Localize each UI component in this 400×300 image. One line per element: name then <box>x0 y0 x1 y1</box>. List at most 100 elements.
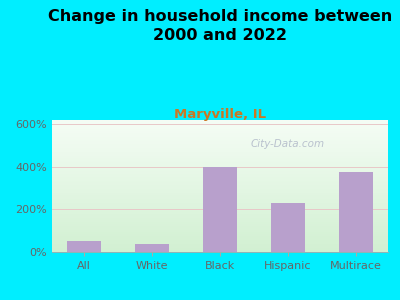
Bar <box>52 181 388 182</box>
Bar <box>52 190 388 191</box>
Bar <box>52 169 388 170</box>
Bar <box>52 249 388 251</box>
Bar <box>52 191 388 193</box>
Bar <box>52 231 388 232</box>
Bar <box>52 215 388 216</box>
Bar <box>52 167 388 169</box>
Bar <box>52 145 388 146</box>
Bar <box>52 216 388 218</box>
Bar <box>52 179 388 181</box>
Bar <box>52 141 388 142</box>
Bar <box>52 186 388 187</box>
Bar <box>52 140 388 141</box>
Bar <box>52 195 388 196</box>
Bar <box>52 233 388 235</box>
Bar <box>52 235 388 236</box>
Bar <box>52 223 388 224</box>
Bar <box>52 162 388 164</box>
Bar <box>135 244 169 252</box>
Bar <box>52 142 388 144</box>
Text: Change in household income between
2000 and 2022: Change in household income between 2000 … <box>48 9 392 43</box>
Bar <box>52 154 388 156</box>
Bar <box>52 228 388 230</box>
Bar <box>52 210 388 211</box>
Bar <box>52 164 388 165</box>
Bar <box>52 245 388 247</box>
Bar <box>52 199 388 200</box>
Bar <box>52 193 388 194</box>
Bar <box>52 200 388 202</box>
Bar <box>67 242 101 252</box>
Bar <box>52 238 388 239</box>
Bar <box>52 247 388 248</box>
Text: City-Data.com: City-Data.com <box>250 139 324 149</box>
Bar <box>52 139 388 140</box>
Bar <box>52 198 388 199</box>
Bar <box>52 207 388 208</box>
Bar <box>52 166 388 167</box>
Bar <box>52 226 388 227</box>
Bar <box>52 150 388 152</box>
Bar <box>52 230 388 231</box>
Bar <box>52 182 388 183</box>
Bar <box>52 144 388 145</box>
Bar <box>52 152 388 153</box>
Bar <box>52 232 388 233</box>
Bar <box>52 165 388 166</box>
Bar <box>52 153 388 154</box>
Bar <box>52 158 388 160</box>
Bar <box>52 242 388 243</box>
Bar <box>52 214 388 215</box>
Bar <box>52 149 388 150</box>
Bar <box>52 187 388 189</box>
Bar <box>52 189 388 190</box>
Bar <box>52 177 388 178</box>
Bar <box>52 248 388 249</box>
Bar <box>52 183 388 185</box>
Bar <box>52 123 388 124</box>
Bar <box>52 236 388 238</box>
Bar <box>52 211 388 212</box>
Bar <box>52 224 388 226</box>
Bar <box>52 157 388 158</box>
Bar <box>52 121 388 123</box>
Bar <box>52 243 388 244</box>
Bar <box>52 178 388 179</box>
Bar <box>52 125 388 127</box>
Bar <box>52 146 388 148</box>
Bar <box>52 129 388 130</box>
Bar <box>52 206 388 207</box>
Bar <box>52 130 388 132</box>
Bar <box>52 222 388 223</box>
Bar <box>52 137 388 139</box>
Bar <box>52 208 388 210</box>
Bar <box>52 127 388 128</box>
Bar <box>52 133 388 134</box>
Bar <box>52 134 388 136</box>
Bar <box>52 205 388 206</box>
Bar <box>52 161 388 162</box>
Bar <box>52 160 388 161</box>
Bar <box>52 156 388 157</box>
Bar <box>52 173 388 174</box>
Bar <box>52 251 388 252</box>
Bar <box>52 240 388 242</box>
Bar <box>52 202 388 203</box>
Bar <box>52 203 388 205</box>
Bar <box>52 196 388 198</box>
Bar <box>52 176 388 177</box>
Bar <box>271 203 305 252</box>
Bar <box>52 227 388 228</box>
Bar <box>203 167 237 252</box>
Bar <box>52 124 388 125</box>
Bar <box>52 128 388 129</box>
Bar <box>52 170 388 172</box>
Bar <box>52 212 388 214</box>
Bar <box>52 174 388 176</box>
Bar <box>52 172 388 173</box>
Bar <box>52 120 388 121</box>
Bar <box>339 172 373 252</box>
Bar <box>52 185 388 186</box>
Bar <box>52 194 388 195</box>
Bar <box>52 244 388 245</box>
